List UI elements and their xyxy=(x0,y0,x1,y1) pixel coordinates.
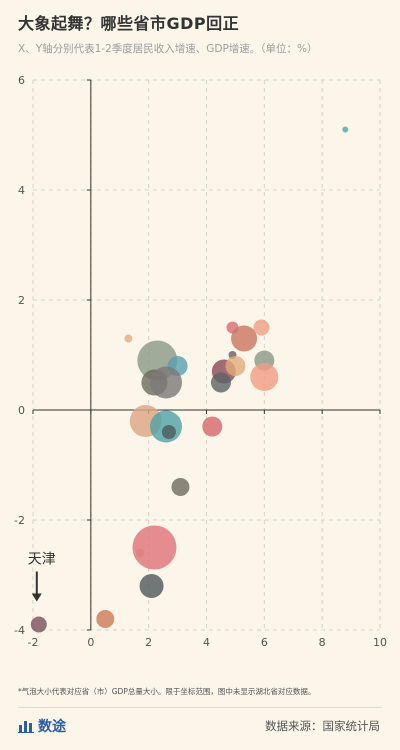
bubble-22 xyxy=(139,574,164,598)
bubble-8 xyxy=(253,319,270,336)
bubble-17 xyxy=(161,425,176,439)
bubble-20 xyxy=(132,525,177,570)
footer-divider xyxy=(18,707,382,708)
y-tick-label-2: 0 xyxy=(18,404,25,417)
bubbles xyxy=(30,126,349,633)
bubble-24 xyxy=(30,616,47,633)
bubble-19 xyxy=(171,478,190,496)
bubble-1 xyxy=(124,334,133,343)
x-tick-label-3: 4 xyxy=(203,636,210,649)
y-tick-label-4: 4 xyxy=(18,184,25,197)
x-tick-label-5: 8 xyxy=(319,636,326,649)
bubble-23 xyxy=(96,610,115,628)
axes xyxy=(32,79,381,631)
x-tick-label-6: 10 xyxy=(373,636,387,649)
annotations: 天津 xyxy=(28,552,56,602)
x-tick-label-0: -2 xyxy=(28,636,39,649)
data-source: 数据来源：国家统计局 xyxy=(265,719,380,733)
x-tick-label-2: 2 xyxy=(145,636,152,649)
annotation-arrow-head-0 xyxy=(31,593,42,602)
bar-chart-icon xyxy=(18,719,34,733)
y-tick-label-0: -4 xyxy=(14,624,25,637)
bubble-12 xyxy=(225,356,246,376)
bubble-21 xyxy=(135,549,144,557)
chart-title: 大象起舞？哪些省市GDP回正 xyxy=(18,14,240,33)
bubble-7 xyxy=(231,325,258,352)
bubble-0 xyxy=(342,126,349,133)
grid-lines xyxy=(32,79,381,631)
x-tick-label-4: 6 xyxy=(261,636,268,649)
y-tick-label-3: 2 xyxy=(18,294,25,307)
footnote: *气泡大小代表对应省（市）GDP总量大小。限于坐标范围，图中未显示湖北省对应数据… xyxy=(18,687,316,696)
bubble-14 xyxy=(210,372,231,393)
x-tick-label-1: 0 xyxy=(87,636,94,649)
brand-name: 数途 xyxy=(38,719,66,735)
chart-subtitle: X、Y轴分别代表1-2季度居民收入增速、GDP增速。（单位：%） xyxy=(18,43,318,55)
bubble-18 xyxy=(202,416,223,437)
y-tick-label-1: -2 xyxy=(14,514,25,527)
brand-logo: 数途 xyxy=(18,716,66,736)
bubble-13 xyxy=(250,363,279,391)
y-tick-label-5: 6 xyxy=(18,74,25,87)
bubble-5 xyxy=(150,366,183,399)
annotation-label-0: 天津 xyxy=(28,552,56,568)
